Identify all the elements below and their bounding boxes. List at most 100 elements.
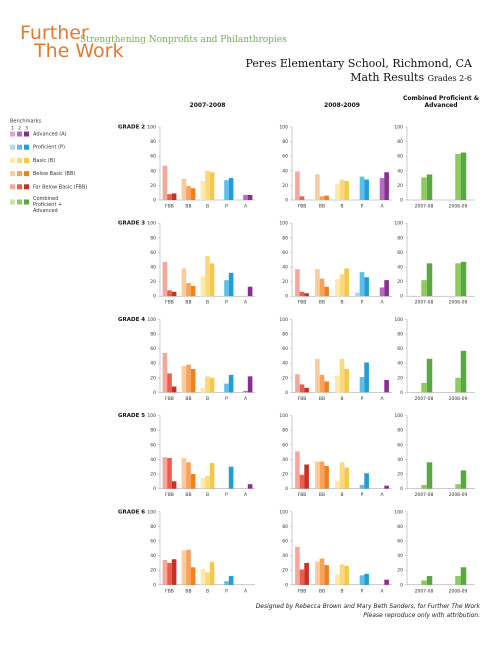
bar bbox=[181, 268, 187, 297]
bar bbox=[162, 559, 168, 585]
legend-title: Benchmarks bbox=[10, 119, 41, 125]
y-tick-label: 0 bbox=[400, 390, 403, 396]
bar bbox=[344, 565, 349, 585]
bar bbox=[304, 388, 309, 393]
bar bbox=[299, 474, 305, 489]
bar bbox=[344, 369, 349, 393]
x-tick-label: P bbox=[361, 588, 364, 594]
bar bbox=[299, 196, 305, 200]
y-tick-label: 80 bbox=[397, 235, 403, 241]
x-tick-label: 2007-08 bbox=[415, 588, 434, 594]
bar bbox=[344, 268, 349, 297]
y-tick-label: 100 bbox=[394, 509, 403, 515]
bar bbox=[228, 178, 234, 200]
x-tick-label: B bbox=[340, 492, 343, 498]
bar bbox=[315, 461, 320, 489]
x-tick-label: FBB bbox=[165, 396, 174, 402]
bar bbox=[319, 278, 325, 297]
x-tick-label: P bbox=[225, 204, 228, 210]
legend-swatch bbox=[24, 131, 29, 137]
bar bbox=[315, 561, 320, 585]
bar bbox=[335, 279, 340, 297]
x-tick-label: 2007-08 bbox=[415, 204, 434, 210]
y-tick-label: 80 bbox=[150, 428, 156, 434]
bar bbox=[224, 180, 229, 200]
y-tick-label: 0 bbox=[400, 486, 403, 492]
row-label: GRADE 2 bbox=[118, 125, 145, 131]
bar bbox=[224, 581, 229, 585]
y-tick-label: 0 bbox=[400, 294, 403, 300]
bar bbox=[426, 358, 433, 393]
bar bbox=[200, 477, 206, 489]
x-tick-label: 2008-09 bbox=[449, 396, 468, 402]
bar bbox=[295, 374, 300, 393]
bar bbox=[455, 263, 461, 297]
bar bbox=[339, 358, 345, 393]
bar bbox=[205, 376, 210, 393]
row-label: GRADE 6 bbox=[118, 509, 145, 515]
y-tick-label: 80 bbox=[397, 524, 403, 530]
y-tick-label: 100 bbox=[147, 317, 156, 323]
y-tick-label: 100 bbox=[394, 125, 403, 131]
x-tick-label: FBB bbox=[165, 492, 174, 498]
bar bbox=[228, 272, 234, 297]
legend-swatch bbox=[10, 199, 15, 205]
y-tick-label: 0 bbox=[285, 582, 288, 588]
legend-label: Basic (B) bbox=[33, 158, 55, 164]
bar bbox=[243, 194, 248, 200]
y-tick-label: 60 bbox=[282, 442, 288, 448]
bar bbox=[167, 194, 172, 200]
bar bbox=[167, 290, 172, 297]
bar bbox=[209, 172, 215, 200]
x-tick-label: B bbox=[206, 492, 209, 498]
bar bbox=[421, 177, 427, 200]
y-tick-label: 100 bbox=[394, 317, 403, 323]
bar bbox=[209, 263, 215, 297]
x-tick-label: BB bbox=[319, 396, 325, 402]
legend-benchmark: 2 bbox=[18, 126, 21, 132]
bar bbox=[335, 375, 340, 393]
bar bbox=[460, 470, 467, 489]
y-tick-label: 100 bbox=[279, 317, 288, 323]
bar bbox=[319, 374, 325, 393]
bar bbox=[190, 188, 196, 200]
bar bbox=[205, 256, 210, 297]
grades: Grades 2-6 bbox=[427, 74, 472, 83]
legend-swatch bbox=[24, 184, 29, 190]
bar bbox=[460, 350, 467, 393]
bar bbox=[205, 572, 210, 585]
bar bbox=[384, 280, 389, 297]
y-tick-label: 20 bbox=[397, 568, 403, 574]
y-tick-label: 40 bbox=[150, 168, 156, 174]
y-tick-label: 40 bbox=[282, 168, 288, 174]
column-header: Combined Proficient & Advanced bbox=[403, 95, 479, 109]
bar bbox=[181, 550, 187, 585]
y-tick-label: 80 bbox=[282, 428, 288, 434]
bar bbox=[421, 382, 427, 393]
bar bbox=[299, 384, 305, 393]
legend-label: Below Basic (BB) bbox=[33, 171, 75, 177]
bar bbox=[339, 462, 345, 489]
x-tick-label: FBB bbox=[165, 588, 174, 594]
bar bbox=[247, 194, 253, 200]
y-tick-label: 40 bbox=[282, 457, 288, 463]
y-tick-label: 0 bbox=[285, 486, 288, 492]
bar bbox=[162, 352, 168, 393]
bar bbox=[426, 174, 433, 200]
legend-swatch bbox=[17, 131, 22, 137]
y-tick-label: 60 bbox=[282, 154, 288, 160]
bar bbox=[200, 276, 206, 297]
y-tick-label: 0 bbox=[153, 390, 156, 396]
bar bbox=[224, 383, 229, 393]
y-tick-label: 20 bbox=[397, 279, 403, 285]
bar bbox=[460, 261, 467, 297]
y-tick-label: 20 bbox=[150, 375, 156, 381]
bar bbox=[167, 373, 172, 393]
x-tick-label: A bbox=[244, 588, 248, 594]
bar bbox=[186, 186, 191, 200]
bar bbox=[171, 291, 177, 297]
x-tick-label: B bbox=[340, 396, 343, 402]
bar bbox=[344, 467, 349, 489]
y-tick-label: 20 bbox=[150, 183, 156, 189]
y-tick-label: 100 bbox=[147, 125, 156, 131]
